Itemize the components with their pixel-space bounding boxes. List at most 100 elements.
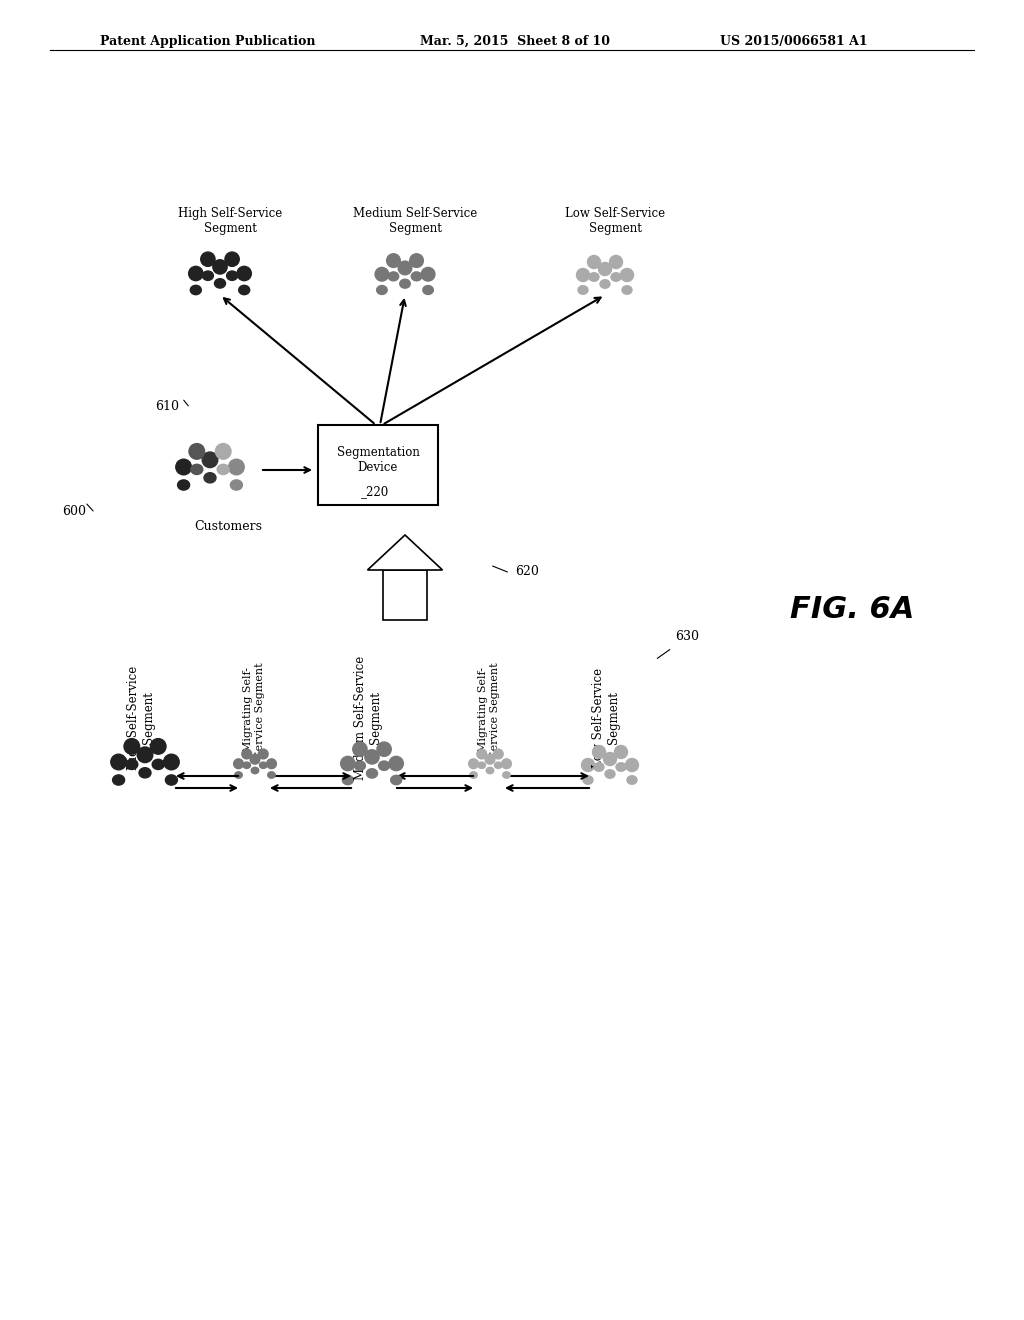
Circle shape bbox=[124, 739, 139, 754]
Text: Low Self-Service
Segment: Low Self-Service Segment bbox=[592, 668, 620, 768]
Circle shape bbox=[389, 756, 403, 771]
Text: ̲220: ̲220 bbox=[367, 486, 389, 499]
Circle shape bbox=[111, 754, 126, 770]
Circle shape bbox=[588, 256, 600, 268]
Circle shape bbox=[250, 754, 260, 764]
Ellipse shape bbox=[113, 775, 125, 785]
Ellipse shape bbox=[377, 285, 387, 294]
Polygon shape bbox=[368, 535, 442, 570]
Ellipse shape bbox=[267, 772, 275, 779]
Circle shape bbox=[201, 252, 215, 267]
Ellipse shape bbox=[214, 279, 225, 288]
Circle shape bbox=[582, 759, 595, 771]
Ellipse shape bbox=[226, 271, 238, 280]
Circle shape bbox=[387, 253, 400, 268]
Circle shape bbox=[151, 739, 166, 754]
Circle shape bbox=[598, 263, 611, 276]
Text: FIG. 6A: FIG. 6A bbox=[790, 595, 914, 624]
FancyBboxPatch shape bbox=[383, 570, 427, 620]
Circle shape bbox=[176, 459, 191, 475]
Ellipse shape bbox=[627, 776, 637, 784]
Circle shape bbox=[266, 759, 276, 768]
Circle shape bbox=[258, 750, 268, 759]
Circle shape bbox=[410, 253, 423, 268]
Circle shape bbox=[494, 750, 503, 759]
Circle shape bbox=[609, 256, 623, 268]
Circle shape bbox=[577, 268, 590, 281]
Ellipse shape bbox=[399, 280, 411, 288]
Circle shape bbox=[614, 746, 628, 759]
Text: 630: 630 bbox=[675, 630, 699, 643]
Ellipse shape bbox=[153, 759, 164, 770]
Ellipse shape bbox=[423, 285, 433, 294]
Circle shape bbox=[477, 750, 486, 759]
Text: 610: 610 bbox=[155, 400, 179, 413]
Circle shape bbox=[485, 754, 495, 764]
Ellipse shape bbox=[391, 775, 401, 784]
Circle shape bbox=[164, 754, 179, 770]
Ellipse shape bbox=[251, 767, 259, 774]
Ellipse shape bbox=[616, 763, 626, 771]
Circle shape bbox=[626, 759, 639, 771]
Ellipse shape bbox=[589, 273, 599, 281]
Ellipse shape bbox=[239, 285, 250, 294]
Text: Migrating Self-
Service Segment: Migrating Self- Service Segment bbox=[244, 663, 265, 758]
Text: Mar. 5, 2015  Sheet 8 of 10: Mar. 5, 2015 Sheet 8 of 10 bbox=[420, 36, 610, 48]
Circle shape bbox=[421, 268, 435, 281]
Circle shape bbox=[228, 459, 244, 475]
Ellipse shape bbox=[342, 775, 353, 784]
Circle shape bbox=[375, 268, 389, 281]
Circle shape bbox=[377, 742, 391, 756]
Ellipse shape bbox=[126, 759, 138, 770]
Ellipse shape bbox=[259, 762, 267, 768]
Text: 620: 620 bbox=[515, 565, 539, 578]
Circle shape bbox=[213, 260, 227, 275]
Text: US 2015/0066581 A1: US 2015/0066581 A1 bbox=[720, 36, 867, 48]
Ellipse shape bbox=[367, 768, 378, 777]
Ellipse shape bbox=[243, 762, 251, 768]
Ellipse shape bbox=[611, 273, 621, 281]
Ellipse shape bbox=[139, 768, 151, 777]
Ellipse shape bbox=[578, 285, 588, 294]
Text: High Self-Service
Segment: High Self-Service Segment bbox=[178, 207, 283, 235]
FancyBboxPatch shape bbox=[318, 425, 438, 506]
Ellipse shape bbox=[478, 762, 485, 768]
Circle shape bbox=[621, 268, 634, 281]
Circle shape bbox=[188, 267, 203, 281]
Text: Medium Self-Service
Segment: Medium Self-Service Segment bbox=[354, 656, 382, 780]
Text: Migrating Self-
Service Segment: Migrating Self- Service Segment bbox=[478, 663, 500, 758]
Text: Medium Self-Service
Segment: Medium Self-Service Segment bbox=[353, 207, 477, 235]
Ellipse shape bbox=[594, 763, 604, 771]
Circle shape bbox=[202, 451, 218, 467]
Circle shape bbox=[237, 267, 251, 281]
Circle shape bbox=[242, 750, 252, 759]
Circle shape bbox=[603, 752, 616, 766]
Ellipse shape bbox=[166, 775, 177, 785]
Ellipse shape bbox=[583, 776, 593, 784]
Ellipse shape bbox=[495, 762, 502, 768]
Circle shape bbox=[341, 756, 355, 771]
Circle shape bbox=[398, 261, 412, 275]
Ellipse shape bbox=[203, 271, 213, 280]
Text: 600: 600 bbox=[62, 506, 86, 517]
Circle shape bbox=[225, 252, 240, 267]
Ellipse shape bbox=[605, 770, 615, 779]
Circle shape bbox=[137, 747, 153, 763]
Ellipse shape bbox=[379, 762, 389, 771]
Text: High Self-Service
Segment: High Self-Service Segment bbox=[127, 665, 155, 770]
Circle shape bbox=[469, 759, 478, 768]
Circle shape bbox=[233, 759, 244, 768]
Ellipse shape bbox=[470, 772, 477, 779]
Ellipse shape bbox=[204, 473, 216, 483]
Circle shape bbox=[365, 750, 379, 764]
Ellipse shape bbox=[177, 480, 189, 490]
Ellipse shape bbox=[486, 767, 494, 774]
Circle shape bbox=[352, 742, 367, 756]
Text: Segmentation
Device: Segmentation Device bbox=[337, 446, 420, 474]
Ellipse shape bbox=[600, 280, 610, 288]
Circle shape bbox=[502, 759, 511, 768]
Ellipse shape bbox=[354, 762, 366, 771]
Ellipse shape bbox=[503, 772, 510, 779]
Ellipse shape bbox=[230, 480, 243, 490]
Text: Customers: Customers bbox=[194, 520, 262, 533]
